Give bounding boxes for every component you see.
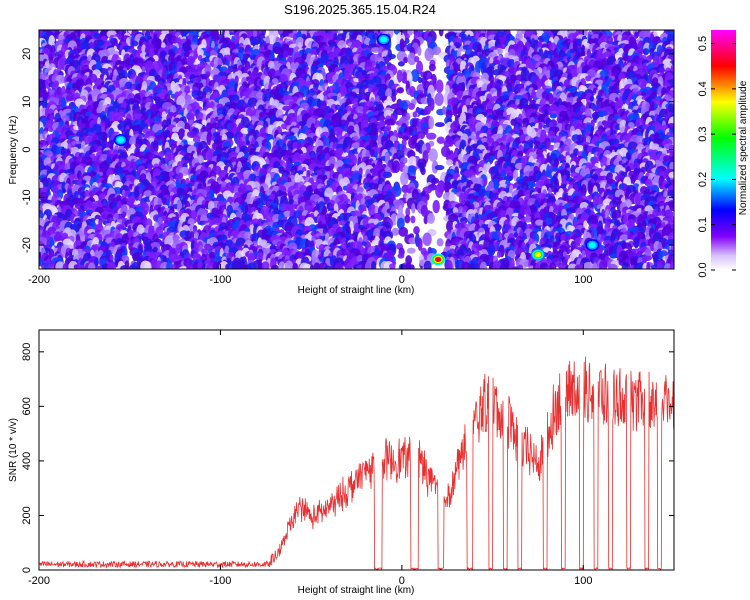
heatmap-cell: [238, 46, 245, 54]
heatmap-cell: [412, 111, 418, 118]
heatmap-cell: [461, 33, 468, 44]
heatmap-cell: [446, 159, 453, 166]
heatmap-cell: [157, 139, 163, 146]
heatmap-cell: [201, 119, 208, 125]
heatmap-cell: [438, 30, 444, 37]
heatmap-cell: [385, 56, 390, 63]
heatmap-cell: [428, 148, 438, 163]
heatmap-cell: [414, 55, 420, 63]
heatmap-cell: [424, 105, 432, 115]
chart-title: S196.2025.365.15.04.R24: [284, 2, 436, 17]
heatmap-cell: [408, 103, 415, 110]
heatmap-cell: [434, 122, 445, 128]
heatmap-cell: [549, 113, 558, 119]
heatmap-cell: [65, 94, 71, 102]
heatmap-cell: [417, 46, 422, 57]
heatmap-cell: [482, 178, 488, 186]
heatmap-cell: [489, 155, 496, 161]
heatmap-cell: [407, 30, 413, 36]
heatmap-cell: [396, 87, 404, 94]
heatmap-cell: [407, 52, 417, 66]
heatmap-cells: [39, 30, 674, 269]
heatmap-cell: [397, 61, 405, 67]
heatmap-cell: [48, 54, 54, 66]
heatmap-cell: [435, 79, 444, 94]
heatmap-cell: [434, 164, 445, 171]
heatmap-cell: [428, 63, 436, 72]
heatmap-cell: [448, 137, 454, 147]
heatmap-cell: [434, 92, 444, 106]
heatmap-cell: [424, 47, 434, 62]
heatmap-cell: [420, 167, 426, 176]
heatmap-cell: [569, 48, 578, 54]
heatmap-cell: [400, 171, 409, 186]
heatmap-cell: [205, 71, 211, 77]
heatmap-cell: [403, 56, 409, 64]
heatmap-cell: [668, 171, 674, 179]
heatmap-cell: [453, 103, 458, 117]
heatmap-cell: [583, 30, 588, 37]
heatmap-cell: [384, 118, 395, 126]
heatmap-cell: [528, 181, 536, 188]
heatmap-cell: [428, 116, 435, 130]
heatmap-cell: [431, 177, 440, 184]
heatmap-cell: [645, 48, 650, 54]
heatmap-cell: [382, 171, 393, 179]
heatmap-cell: [131, 40, 139, 47]
heatmap-cell: [100, 49, 111, 59]
heatmap-cell: [371, 47, 381, 53]
heatmap-cell: [360, 43, 367, 49]
heatmap-cell: [426, 132, 437, 140]
heatmap-cell: [329, 163, 335, 169]
heatmap-cell: [432, 46, 442, 56]
